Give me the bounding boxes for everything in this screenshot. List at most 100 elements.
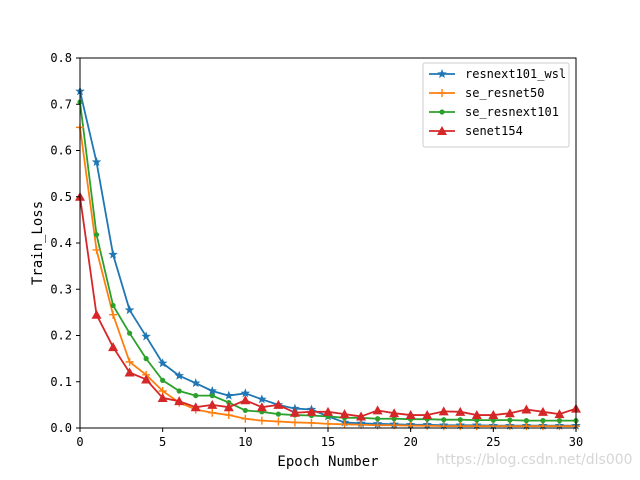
x-tick-label: 30 xyxy=(569,435,583,449)
data-point-se-resnet50 xyxy=(324,419,332,428)
data-point-senet154 xyxy=(504,408,515,418)
data-point-se-resnet50 xyxy=(257,416,266,425)
data-point-senet154 xyxy=(455,406,466,416)
legend-label-resnext101-wsl: resnext101_wsl xyxy=(465,67,566,81)
watermark-text: https://blog.csdn.net/dls000 xyxy=(436,452,633,468)
data-point-se-resnet50 xyxy=(307,418,316,427)
legend-box xyxy=(422,62,570,148)
data-point-se-resnext101 xyxy=(275,411,281,417)
data-point-se-resnext101 xyxy=(110,302,116,309)
data-point-senet154 xyxy=(91,309,102,319)
y-tick-label: 0.1 xyxy=(50,375,72,389)
data-point-se-resnet50 xyxy=(92,245,101,254)
data-point-senet154 xyxy=(389,408,400,418)
legend-marker-se-resnext101 xyxy=(439,109,445,115)
legend-marker-resnext101-wsl xyxy=(437,69,447,79)
y-tick-label: 0.4 xyxy=(50,236,72,250)
data-point-se-resnext101 xyxy=(160,377,166,383)
legend-entries: resnext101_wsl se_resnet50 se_resnext101se… xyxy=(429,67,566,138)
series-line-se-resnet50 xyxy=(79,127,576,428)
data-point-se-resnet50 xyxy=(456,422,465,431)
y-tick-label: 0.7 xyxy=(50,97,72,111)
data-point-senet154 xyxy=(488,410,499,420)
data-point-se-resnet50 xyxy=(290,418,299,427)
data-point-se-resnet50 xyxy=(224,411,233,420)
data-point-resnext101-wsl xyxy=(207,386,218,396)
data-point-senet154 xyxy=(256,402,267,412)
data-point-se-resnet50 xyxy=(125,357,134,366)
data-point-se-resnet50 xyxy=(505,422,514,431)
data-point-se-resnext101 xyxy=(375,416,381,422)
data-point-senet154 xyxy=(405,410,416,420)
data-point-se-resnext101 xyxy=(507,417,513,423)
data-point-se-resnext101 xyxy=(143,356,149,362)
legend-label-se-resnext101: se_resnext101 xyxy=(465,105,559,119)
x-tick-label: 5 xyxy=(159,435,166,449)
data-point-se-resnext101 xyxy=(127,330,133,336)
series-markers xyxy=(75,86,581,431)
data-point-se-resnext101 xyxy=(242,407,248,414)
data-point-se-resnet50 xyxy=(522,422,531,431)
data-point-se-resnext101 xyxy=(209,393,215,399)
data-point-senet154 xyxy=(240,395,251,405)
x-tick-label: 15 xyxy=(321,435,335,449)
data-point-se-resnet50 xyxy=(555,422,564,431)
data-point-resnext101-wsl xyxy=(124,305,135,315)
data-point-se-resnet50 xyxy=(274,417,283,426)
data-point-senet154 xyxy=(372,405,383,415)
data-point-resnext101-wsl xyxy=(224,390,234,400)
data-point-senet154 xyxy=(174,396,185,406)
legend-label-se-resnet50: se_resnet50 xyxy=(465,86,544,100)
legend-marker-senet154 xyxy=(437,126,447,135)
data-point-senet154 xyxy=(554,409,565,419)
data-point-senet154 xyxy=(273,399,284,409)
y-tick-label: 0.2 xyxy=(50,329,72,343)
data-point-senet154 xyxy=(223,402,234,412)
data-point-se-resnet50 xyxy=(439,422,448,431)
data-point-senet154 xyxy=(190,402,201,412)
x-axis-label: Epoch Number xyxy=(277,454,378,470)
data-point-se-resnet50 xyxy=(109,310,118,319)
data-point-resnext101-wsl xyxy=(91,157,102,167)
data-point-senet154 xyxy=(306,406,317,416)
data-point-se-resnext101 xyxy=(523,418,530,424)
legend-label-senet154: senet154 xyxy=(465,124,523,138)
data-point-se-resnet50 xyxy=(357,420,366,429)
data-point-resnext101-wsl xyxy=(174,370,184,380)
data-point-senet154 xyxy=(339,409,350,419)
data-point-se-resnext101 xyxy=(540,418,546,424)
legend-marker-se-resnet50 xyxy=(438,89,446,97)
y-tick-label: 0.0 xyxy=(50,421,72,435)
y-tick-label: 0.3 xyxy=(50,282,72,296)
data-point-senet154 xyxy=(289,407,300,417)
legend: resnext101_wsl se_resnet50 se_resnext101se… xyxy=(422,62,570,148)
y-tick-label: 0.8 xyxy=(50,51,72,65)
series-line-se-resnext101 xyxy=(79,101,576,422)
data-point-senet154 xyxy=(323,406,333,416)
y-axis-ticks: 0.0 0.1 0.2 0.3 0.4 0.5 0.6 0.7 0.8 xyxy=(50,51,80,435)
data-point-se-resnext101 xyxy=(93,232,100,238)
data-point-resnext101-wsl xyxy=(157,358,168,368)
data-point-senet154 xyxy=(108,342,119,352)
data-point-se-resnet50 xyxy=(241,414,250,423)
data-point-se-resnext101 xyxy=(391,416,397,422)
data-point-senet154 xyxy=(521,404,532,414)
data-point-se-resnet50 xyxy=(538,422,547,431)
data-point-senet154 xyxy=(207,399,218,409)
data-point-senet154 xyxy=(537,406,548,416)
data-point-senet154 xyxy=(124,367,135,377)
x-tick-label: 0 xyxy=(76,435,83,449)
data-point-senet154 xyxy=(356,411,367,421)
data-point-se-resnet50 xyxy=(340,420,349,429)
data-point-se-resnet50 xyxy=(208,408,217,417)
y-tick-label: 0.6 xyxy=(50,144,72,158)
x-tick-label: 25 xyxy=(486,435,500,449)
data-point-senet154 xyxy=(471,410,482,420)
data-point-resnext101-wsl xyxy=(141,331,151,341)
y-axis-label: Train_Loss xyxy=(30,201,46,285)
data-point-se-resnet50 xyxy=(472,422,481,431)
data-point-resnext101-wsl xyxy=(190,378,201,388)
data-point-se-resnext101 xyxy=(193,393,199,399)
data-point-senet154 xyxy=(422,410,433,420)
